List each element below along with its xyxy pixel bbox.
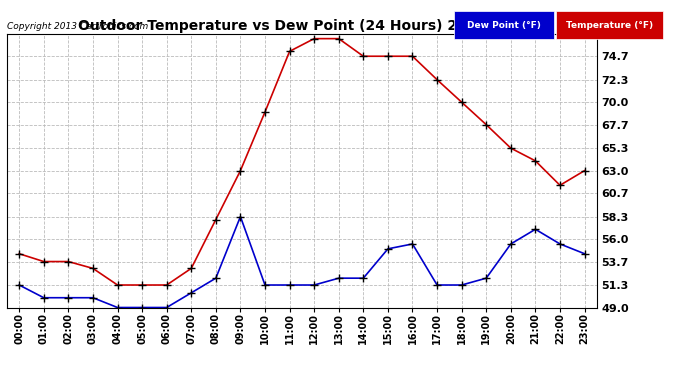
Title: Outdoor Temperature vs Dew Point (24 Hours) 20130927: Outdoor Temperature vs Dew Point (24 Hou… <box>79 19 525 33</box>
Text: Copyright 2013 Cartronics.com: Copyright 2013 Cartronics.com <box>7 22 148 31</box>
Text: Temperature (°F): Temperature (°F) <box>566 21 653 30</box>
Text: Dew Point (°F): Dew Point (°F) <box>467 21 541 30</box>
